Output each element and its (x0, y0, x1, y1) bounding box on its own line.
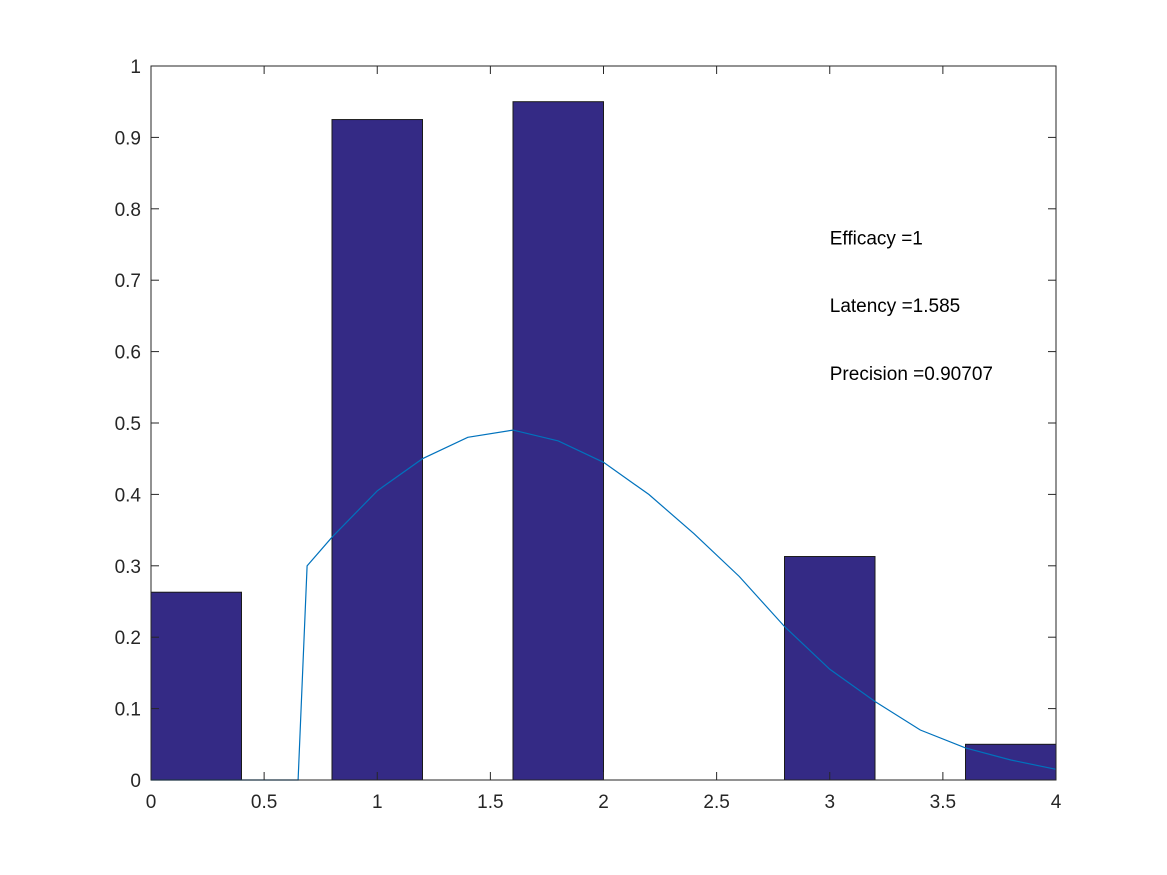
y-tick-label: 0.7 (115, 271, 141, 292)
y-tick-label: 0.3 (115, 557, 141, 578)
y-tick-label: 0.4 (115, 485, 142, 506)
y-tick-label: 0.8 (115, 200, 141, 221)
x-tick-label: 2.5 (703, 792, 729, 813)
bar-3 (784, 556, 876, 781)
y-tick-label: 0 (130, 771, 141, 792)
x-tick-label: 0 (146, 792, 157, 813)
annotation-2: Precision =0.90707 (830, 364, 993, 385)
annotation-1: Latency =1.585 (830, 296, 960, 317)
y-tick-label: 0.5 (115, 414, 141, 435)
y-tick-label: 0.6 (115, 343, 141, 364)
bar-0 (150, 591, 242, 781)
x-tick-label: 2 (598, 792, 609, 813)
curve-line (151, 429, 1057, 781)
y-tick-label: 0.9 (115, 128, 141, 149)
x-tick-label: 3.5 (930, 792, 956, 813)
x-tick-label: 1.5 (477, 792, 503, 813)
annotation-0: Efficacy =1 (830, 228, 923, 249)
x-tick-label: 1 (372, 792, 383, 813)
x-tick-label: 3 (824, 792, 835, 813)
x-tick-label: 0.5 (251, 792, 277, 813)
ticks: 0 0.5 1 1.5 2 2.5 3 3.5 4 0 0.1 0.2 0.3 0.4 0.5 0.6 0.7 0… (115, 57, 1062, 813)
x-tick-label: 4 (1051, 792, 1062, 813)
y-tick-label: 1 (130, 57, 141, 78)
bar-1 (331, 119, 423, 781)
y-tick-label: 0.2 (115, 628, 141, 649)
fit-curve (151, 429, 1057, 781)
y-tick-label: 0.1 (115, 700, 141, 721)
bar-4 (965, 743, 1057, 781)
bars (150, 101, 1057, 781)
annotations: Efficacy =1 Latency =1.585 Precision =0.90… (830, 228, 993, 385)
